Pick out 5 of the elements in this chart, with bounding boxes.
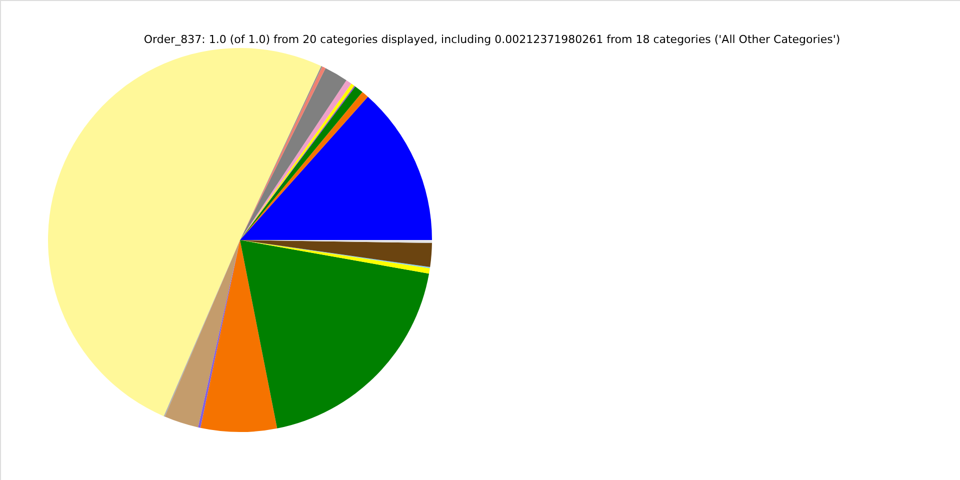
pie-slice (240, 96, 432, 240)
pie-slice (240, 240, 430, 428)
pie-slice (48, 48, 322, 416)
text: Order_837: 1.0 (of 1.0) from 20 categories displayed, including 0.00212371980261 from 18 categories ('All Other Categories') (144, 33, 840, 46)
pie-slice (200, 240, 278, 432)
